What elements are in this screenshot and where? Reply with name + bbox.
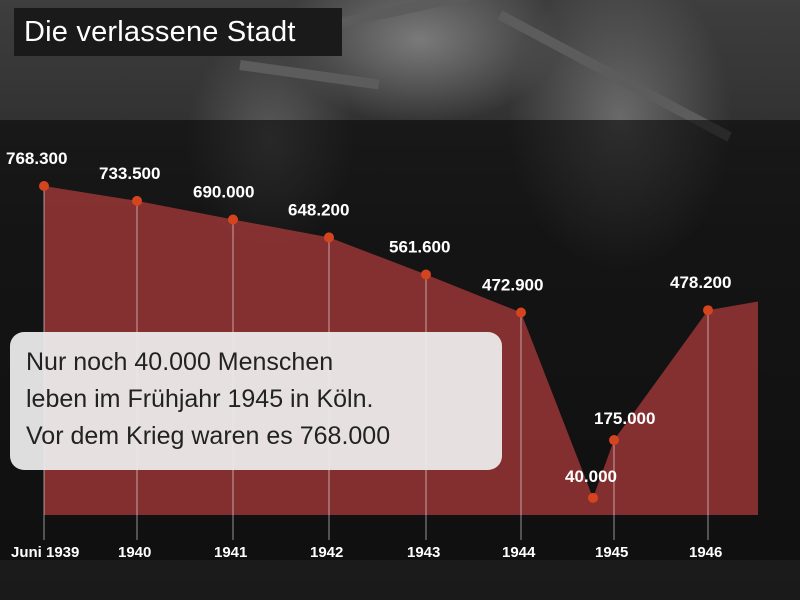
page-title: Die verlassene Stadt: [24, 15, 296, 48]
data-value-label: 733.500: [99, 164, 160, 183]
data-value-label: 690.000: [193, 183, 254, 202]
data-point-marker: [132, 195, 142, 206]
annotation-line-1: Nur noch 40.000 Menschen: [26, 348, 334, 376]
x-tick-label: 1941: [214, 544, 247, 561]
x-tick-label: 1946: [689, 544, 722, 561]
x-tick-label: 1942: [310, 544, 343, 561]
data-point-marker: [421, 269, 431, 280]
x-tick-label: Juni 1939: [11, 544, 79, 561]
data-point-marker: [588, 492, 598, 503]
data-point-marker: [703, 305, 713, 316]
annotation-box: Nur noch 40.000 Menschen leben im Frühja…: [10, 332, 502, 470]
data-value-label: 478.200: [670, 273, 731, 292]
data-value-label: 175.000: [594, 409, 655, 428]
data-value-label: 561.600: [389, 238, 450, 257]
annotation-line-2: leben im Frühjahr 1945 in Köln.: [26, 385, 374, 413]
x-tick-label: 1940: [118, 544, 151, 561]
data-value-label: 472.900: [482, 275, 543, 294]
data-point-marker: [228, 214, 238, 225]
data-point-marker: [39, 180, 49, 191]
x-tick-label: 1943: [407, 544, 440, 561]
data-value-label: 768.300: [6, 149, 67, 168]
data-point-marker: [324, 232, 334, 243]
data-point-marker: [609, 435, 619, 446]
x-tick-label: 1945: [595, 544, 628, 561]
data-value-label: 648.200: [288, 200, 349, 219]
annotation-line-3: Vor dem Krieg waren es 768.000: [26, 422, 391, 450]
x-tick-label: 1944: [502, 544, 536, 561]
data-point-marker: [516, 307, 526, 318]
data-value-label: 40.000: [565, 467, 617, 486]
title-box: Die verlassene Stadt: [14, 8, 342, 56]
